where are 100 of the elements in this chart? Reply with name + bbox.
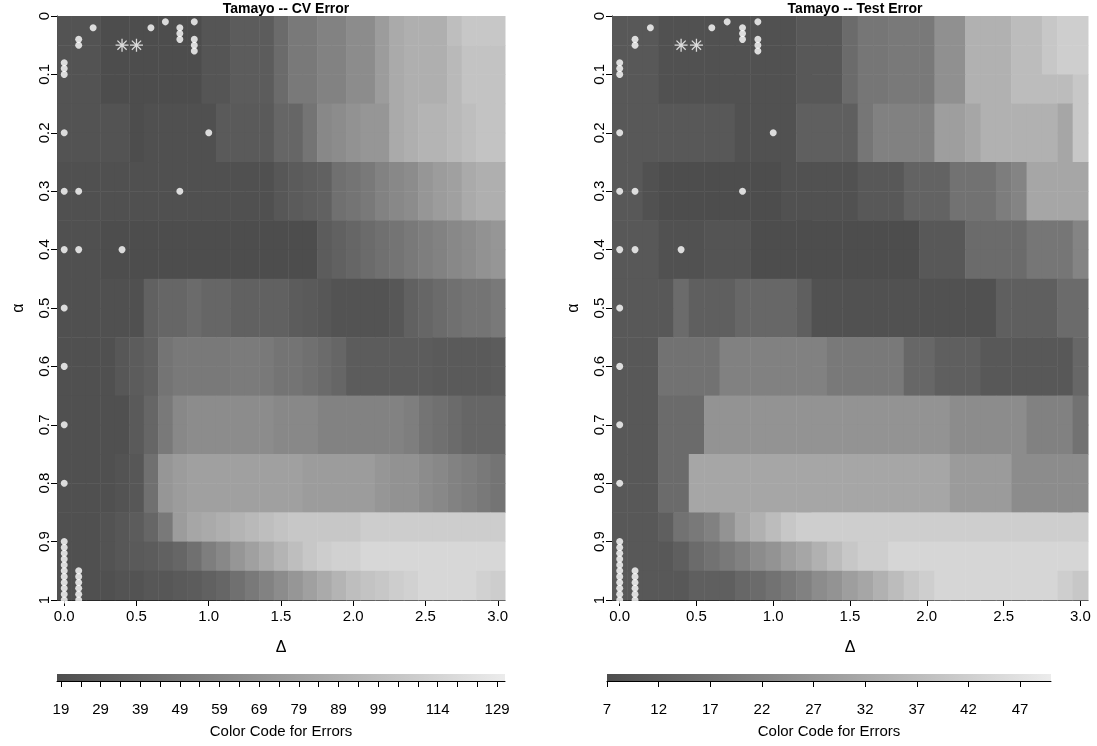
point <box>754 47 762 55</box>
y-tick-label: 0.5 <box>590 297 607 319</box>
point <box>75 573 83 581</box>
color-bar-label: 79 <box>290 700 308 717</box>
color-bar-label: 37 <box>908 700 926 717</box>
y-tick-label: 0.1 <box>590 63 607 85</box>
point <box>616 596 624 604</box>
y-tick-label: 0.2 <box>590 122 607 144</box>
color-bar-label: 59 <box>211 700 228 717</box>
color-bar-label: 19 <box>52 700 70 717</box>
y-tick-label: 0.7 <box>35 414 52 436</box>
point <box>75 35 83 43</box>
color-bar-title: Color Code for Errors <box>209 722 353 739</box>
point <box>616 479 624 487</box>
point <box>677 246 685 254</box>
color-bar-label: 47 <box>1011 700 1029 717</box>
point <box>616 246 624 254</box>
y-tick-label: 0.3 <box>35 180 52 202</box>
point <box>205 129 213 137</box>
color-bar-label: 99 <box>369 700 387 717</box>
y-tick-label: 1 <box>35 595 52 605</box>
point <box>739 35 747 43</box>
x-tick-label: 0.5 <box>126 607 147 624</box>
x-tick-label: 0.0 <box>53 607 75 624</box>
point <box>616 543 624 551</box>
y-tick-label: 0 <box>590 11 607 21</box>
x-axis-title: Δ <box>275 637 287 655</box>
y-axis-title: α <box>563 303 581 313</box>
color-bar-label: 32 <box>856 700 874 717</box>
point <box>616 567 624 575</box>
point <box>60 596 68 604</box>
y-tick-label: 0.4 <box>35 239 52 261</box>
color-bar-title: Color Code for Errors <box>757 722 901 739</box>
point <box>631 187 639 195</box>
y-tick-label: 0.5 <box>35 297 52 319</box>
point <box>118 246 126 254</box>
point <box>75 187 83 195</box>
y-tick-label: 0.2 <box>35 122 52 144</box>
color-bar-label: 29 <box>92 700 109 717</box>
point <box>176 187 184 195</box>
point <box>616 561 624 569</box>
point <box>631 246 639 254</box>
point <box>616 304 624 312</box>
color-bar-label: 12 <box>650 700 667 717</box>
point <box>616 421 624 429</box>
point <box>60 479 68 487</box>
point <box>616 362 624 370</box>
x-tick-label: 2.0 <box>916 607 938 624</box>
point <box>190 41 198 49</box>
point <box>75 567 83 575</box>
point <box>190 18 198 26</box>
y-tick-label: 0.4 <box>590 239 607 261</box>
color-bar-label: 42 <box>960 700 977 717</box>
color-bar-label: 7 <box>602 700 612 717</box>
point <box>769 129 777 137</box>
point <box>616 538 624 546</box>
x-tick-label: 3.0 <box>1069 607 1091 624</box>
y-tick-label: 1 <box>590 595 607 605</box>
point <box>190 35 198 43</box>
color-bar-label: 17 <box>701 700 719 717</box>
color-bar-label: 114 <box>425 700 450 717</box>
color-bar-label: 39 <box>131 700 149 717</box>
point <box>60 421 68 429</box>
point <box>723 18 731 26</box>
point <box>60 543 68 551</box>
point <box>60 246 68 254</box>
y-tick-label: 0.9 <box>590 531 607 553</box>
x-tick-label: 2.5 <box>415 607 436 624</box>
y-tick-label: 0.3 <box>590 180 607 202</box>
point <box>115 38 129 52</box>
point <box>176 35 184 43</box>
color-bar-label: 49 <box>171 700 189 717</box>
color-bar-label: 89 <box>330 700 347 717</box>
y-tick-label: 0 <box>35 11 52 21</box>
color-bar-label: 22 <box>753 700 771 717</box>
point <box>754 35 762 43</box>
y-tick-label: 0.6 <box>590 355 607 377</box>
x-tick-label: 0.0 <box>609 607 631 624</box>
x-axis-title: Δ <box>844 637 856 655</box>
point <box>674 38 688 52</box>
y-tick-label: 0.7 <box>590 414 607 436</box>
point <box>739 187 747 195</box>
point <box>631 41 639 49</box>
color-bar-label: 129 <box>484 700 510 717</box>
point <box>754 18 762 26</box>
point <box>616 573 624 581</box>
x-tick-label: 1.0 <box>762 607 784 624</box>
x-tick-label: 0.5 <box>686 607 707 624</box>
point <box>616 129 624 137</box>
x-tick-label: 1.5 <box>270 607 292 624</box>
point <box>60 362 68 370</box>
point <box>161 18 169 26</box>
point <box>616 187 624 195</box>
point <box>60 70 68 78</box>
chart-title: Tamayo -- Test Error <box>787 0 923 16</box>
point <box>60 304 68 312</box>
x-tick-label: 1.5 <box>839 607 861 624</box>
x-tick-label: 1.0 <box>198 607 220 624</box>
point <box>75 41 83 49</box>
x-tick-label: 2.5 <box>993 607 1014 624</box>
